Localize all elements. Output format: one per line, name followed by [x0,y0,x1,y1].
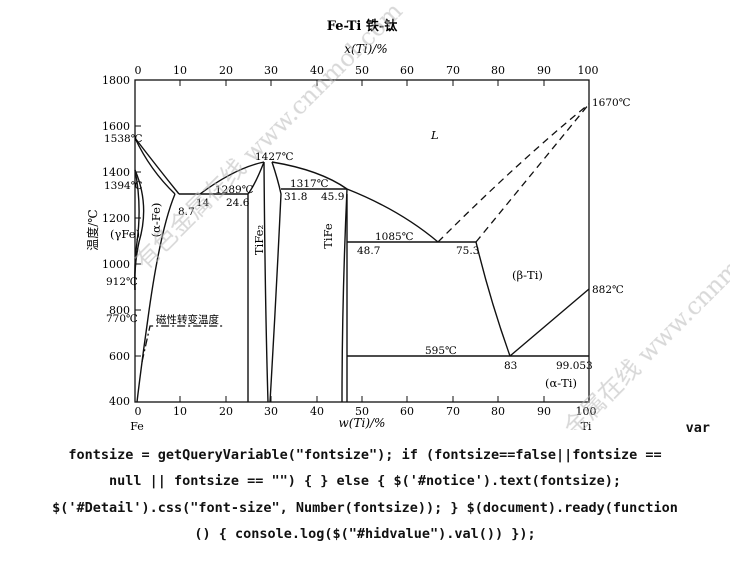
comp-99-053: 99.053 [556,360,593,372]
y-axis-tick-labels: 400 600 800 1000 1200 1400 1600 1800 [102,74,130,408]
x-tick-label: 80 [491,64,505,77]
y-axis-label: 温度/℃ [85,209,100,250]
y-tick-label: 400 [109,395,130,408]
x-tick-label: 30 [264,405,278,418]
x-tick-label: 80 [491,405,505,418]
element-left-label: Fe [130,420,144,430]
x-tick-label: 70 [446,64,460,77]
phase-alpha-ti: (α-Ti) [545,376,577,390]
composition-labels: 8.7 14 24.6 31.8 45.9 48.7 75.3 83 99.05… [178,191,593,372]
tife2-left [247,161,265,402]
tife-left [341,188,348,403]
phase-tife: TiFe [321,223,335,249]
phase-beta-ti: (β-Ti) [512,268,543,282]
phase-alpha-fe: (α-Fe) [149,203,163,238]
beta-ti-right [509,288,590,357]
y-tick-label: 1000 [102,258,130,271]
comp-83: 83 [504,360,517,372]
solidus-left [134,137,176,195]
gamma-loop-inner [134,169,140,291]
x-tick-label: 50 [355,64,369,77]
temp-595: 595℃ [425,345,457,357]
bottom-axis-ticks [134,396,590,402]
top-axis-ticks [134,80,590,86]
x-tick-label: 40 [310,405,324,418]
phase-liquid: L [430,128,439,142]
phase-tife2: TiFe₂ [252,225,266,255]
phase-boundaries [134,137,590,403]
comp-48-7: 48.7 [357,245,380,257]
solidus-right [475,103,590,243]
x-tick-label: 50 [355,405,369,418]
x-tick-label: 0 [135,64,142,77]
x-tick-label: 10 [173,405,187,418]
comp-8-7: 8.7 [178,206,195,218]
x-tick-label: 0 [135,405,142,418]
tife2-inner [263,161,269,403]
x-tick-label: 20 [219,405,233,418]
x-tick-label: 100 [576,405,597,418]
top-axis-label: x(Ti)/% [344,42,387,56]
phase-labels: L (α-Fe) (γFe) TiFe₂ TiFe (β-Ti) (α-Ti) … [110,128,577,390]
x-tick-label: 20 [219,64,233,77]
x-tick-label: 60 [400,64,414,77]
temp-1538: 1538℃ [104,133,143,145]
liquidus-right [437,103,590,243]
code-line: () { console.log($("#hidvalue").val()) }… [194,526,536,542]
liquidus-left [134,137,180,195]
comp-75-3: 75.3 [456,245,479,257]
temperature-labels: 1538℃ 1394℃ 912℃ 770℃ 1427℃ 1289℃ 1317℃ … [104,97,631,357]
comp-14: 14 [196,197,210,209]
top-axis-tick-labels: 0 10 20 30 40 50 60 70 80 90 100 [135,64,599,77]
element-right-label: Ti [581,420,592,430]
y-tick-label: 1600 [102,120,130,133]
fe-ti-phase-diagram: Fe-Ti 铁-钛 x(Ti)/% w(Ti)/% 温度/℃ Fe Ti 400… [85,0,730,430]
code-line: fontsize = getQueryVariable("fontsize");… [68,446,662,463]
x-tick-label: 70 [446,405,460,418]
code-line: var [685,420,710,436]
magnetic-transition-label: 磁性转变温度 [156,313,219,326]
x-tick-label: 90 [537,405,551,418]
page-script-text: var fontsize = getQueryVariable("fontsiz… [8,415,722,548]
y-tick-label: 1400 [102,166,130,179]
y-tick-label: 800 [109,304,130,317]
alpha-fe-solvus [136,193,176,403]
code-line: $('#Detail').css("font-size", Number(fon… [52,499,678,516]
comp-24-6: 24.6 [226,197,250,209]
beta-ti-left [475,241,511,357]
temp-1427: 1427℃ [255,151,294,163]
y-tick-label: 1200 [102,212,130,225]
temp-882: 882℃ [592,284,624,296]
magnetic-transition [141,325,224,363]
temp-1289: 1289℃ [215,184,254,196]
bottom-axis-tick-labels: 0 10 20 30 40 50 60 70 80 90 100 [135,405,597,418]
watermark-text: 有色金属在线 www.cnnmol.com [524,197,730,430]
temp-912: 912℃ [106,276,138,288]
y-tick-label: 600 [109,350,130,363]
dashed-boundaries [141,103,590,363]
bottom-axis-label: w(Ti)/% [339,416,386,430]
temp-1670: 1670℃ [592,97,631,109]
temp-1317: 1317℃ [290,178,329,190]
x-tick-label: 90 [537,64,551,77]
watermark-text: 有色金属在线 www.cnnmol.com [130,0,408,275]
temp-770: 770℃ [106,313,138,325]
code-line: null || fontsize == "") { } else { $('#n… [108,473,622,489]
x-tick-label: 100 [578,64,599,77]
plot-frame [134,79,590,403]
temp-1394: 1394℃ [104,180,143,192]
temp-1085: 1085℃ [375,231,414,243]
y-axis-ticks [135,79,141,403]
x-tick-label: 30 [264,64,278,77]
liquidus-dome-1 [199,161,265,195]
phase-gamma-fe: (γFe) [110,227,140,241]
comp-45-9: 45.9 [321,191,344,203]
tife2-right [269,161,282,403]
comp-31-8: 31.8 [284,191,307,203]
diagram-title: Fe-Ti 铁-钛 [327,18,399,34]
x-tick-label: 60 [400,405,414,418]
x-tick-label: 40 [310,64,324,77]
y-tick-label: 1800 [102,74,130,87]
x-tick-label: 10 [173,64,187,77]
